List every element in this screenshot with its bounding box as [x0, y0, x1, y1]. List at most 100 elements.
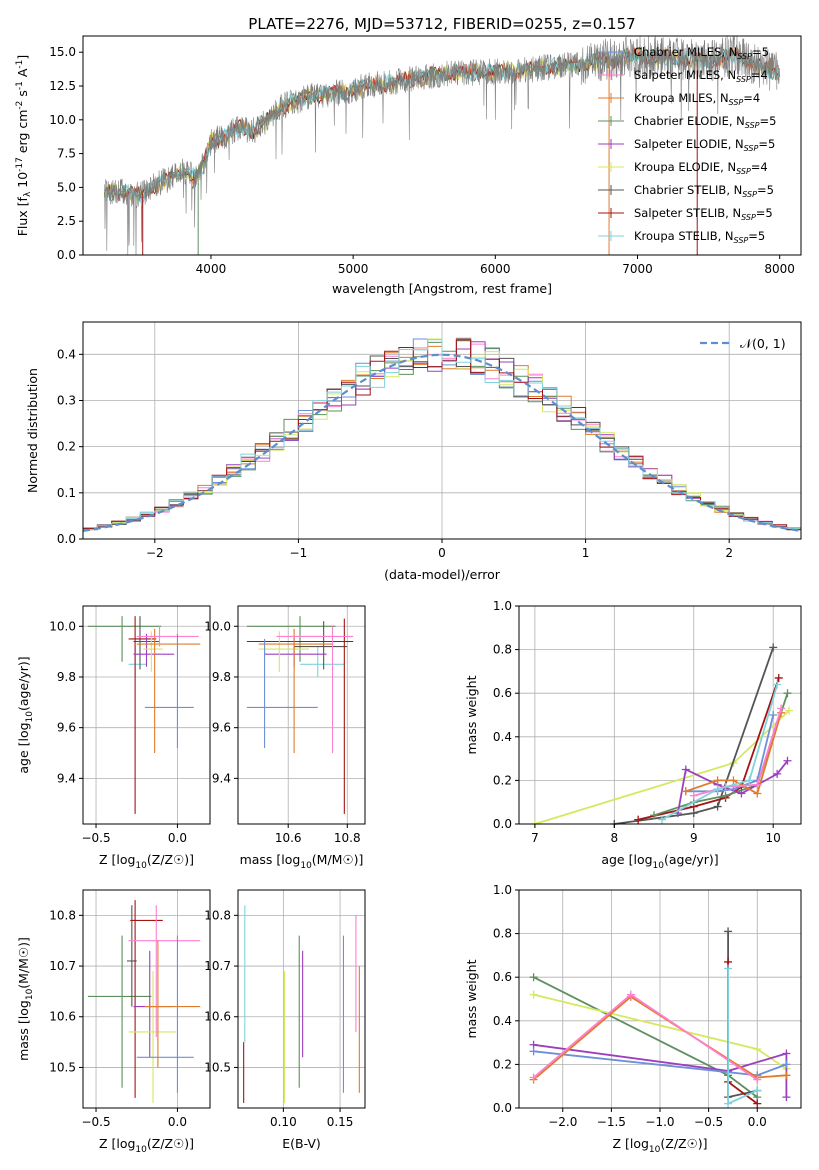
- x-tick-label: 10.6: [275, 831, 302, 845]
- observed-spectrum: [104, 36, 780, 255]
- errorbar-salpeter_miles: [128, 905, 201, 1038]
- series-marker: [782, 1049, 791, 1058]
- y-tick-label: 0.6: [493, 686, 512, 700]
- y-tick-label: 5.0: [57, 180, 76, 194]
- errorbar-salpeter_stelib: [128, 616, 157, 814]
- y-axis-label: mass [log10(M/M☉)]: [16, 937, 35, 1061]
- series-line: [533, 976, 758, 1098]
- errorbar-chabrier_elodie: [87, 616, 162, 662]
- y-tick-label: 7.5: [57, 147, 76, 161]
- y-tick-label: 0.8: [493, 643, 512, 657]
- series-marker: [657, 815, 666, 824]
- series-marker: [529, 973, 538, 982]
- x-tick-label: 0.0: [168, 831, 187, 845]
- errorbar-chabrier_stelib: [294, 621, 348, 670]
- legend-label-salpeter_stelib: Salpeter STELIB, NSSP=5: [634, 206, 773, 222]
- y-tick-label: 0.0: [57, 532, 76, 546]
- series-marker: [785, 706, 794, 715]
- series-kroupa_stelib: [724, 964, 762, 1108]
- series-marker: [713, 802, 722, 811]
- x-tick-label: 6000: [480, 262, 511, 276]
- y-tick-label: 0.2: [493, 773, 512, 787]
- y-tick-label: 1.0: [493, 599, 512, 613]
- x-tick-label: 5000: [338, 262, 369, 276]
- y-tick-label: 1.0: [493, 883, 512, 897]
- spectrum-lines: [103, 36, 780, 255]
- legend-label-salpeter_elodie: Salpeter ELODIE, NSSP=5: [634, 137, 775, 153]
- axes-frame: [237, 605, 366, 825]
- y-tick-label: 0.4: [493, 1014, 512, 1028]
- x-tick-label: 8: [611, 831, 619, 845]
- series-line: [533, 993, 758, 1081]
- series-marker: [681, 765, 690, 774]
- weight-vs-Z-panel: −2.0 −1.5 −1.0 −0.5 0.0 0.0 0.2 0.4 0.6 0.8 1.0 Z […: [464, 883, 802, 1155]
- series-line: [534, 709, 790, 825]
- age-vs-Z-errorbars: [87, 616, 201, 814]
- legend-label-normal: 𝒩(0, 1): [740, 336, 786, 351]
- x-axis-label: Z [log10(Z/Z☉)]: [99, 1136, 194, 1155]
- legend-label-chabrier_stelib: Chabrier STELIB, NSSP=5: [634, 183, 774, 199]
- y-tick-label: 0.8: [493, 927, 512, 941]
- x-tick-label: −2: [146, 546, 164, 560]
- age-vs-mass-errorbars: [246, 616, 354, 814]
- x-tick-label: −1.5: [597, 1115, 626, 1129]
- series-marker: [783, 689, 792, 698]
- y-tick-label: 9.4: [57, 771, 76, 785]
- series-marker: [713, 785, 722, 794]
- y-axis-label: mass weight: [464, 675, 479, 754]
- x-tick-label: −0.5: [694, 1115, 723, 1129]
- series-marker: [782, 1060, 791, 1069]
- x-tick-label: 1: [582, 546, 590, 560]
- x-tick-label: 0.15: [327, 1115, 354, 1129]
- errorbar-kroupa_elodie: [143, 631, 163, 672]
- errorbar-salpeter_miles: [136, 626, 199, 647]
- x-axis-label: Z [log10(Z/Z☉)]: [99, 852, 194, 871]
- x-tick-label: 10.8: [334, 831, 361, 845]
- legend-label-kroupa_stelib: Kroupa STELIB, NSSP=5: [634, 229, 765, 245]
- series-marker: [650, 811, 659, 820]
- y-tick-label: 9.8: [57, 670, 76, 684]
- y-tick-label: 10.7: [49, 959, 76, 973]
- x-tick-label: 2: [725, 546, 733, 560]
- x-tick-label: 4000: [196, 262, 227, 276]
- y-tick-label: 0.6: [493, 970, 512, 984]
- mass-vs-Z-panel: −0.5 0.0 10.5 10.6 10.7 10.8 Z [log10(Z/Z☉)] ma…: [16, 889, 211, 1155]
- errorbar-chabrier_miles: [136, 935, 194, 1093]
- series-line: [693, 708, 782, 797]
- errorbar-kroupa_elodie: [258, 631, 309, 672]
- x-axis-label: E(B-V): [282, 1136, 321, 1151]
- axes-frame: [518, 889, 802, 1109]
- axes-frame: [82, 605, 211, 825]
- errorbar-salpeter_miles: [276, 626, 354, 754]
- axes-frame: [82, 321, 802, 540]
- x-tick-label: 0.10: [270, 1115, 297, 1129]
- series-marker: [529, 990, 538, 999]
- series-marker: [753, 780, 762, 789]
- series-marker: [773, 769, 782, 778]
- weight-vs-age-lines: [530, 643, 794, 828]
- series-kroupa_stelib: [657, 680, 782, 824]
- series-marker: [529, 1047, 538, 1056]
- series-marker: [729, 776, 738, 785]
- series-marker: [774, 673, 783, 682]
- series-marker: [529, 1073, 538, 1082]
- series-marker: [753, 1086, 762, 1095]
- errorbar-salpeter_stelib: [130, 900, 163, 1098]
- series-marker: [753, 789, 762, 798]
- series-marker: [777, 704, 786, 713]
- x-tick-label: −0.5: [81, 831, 110, 845]
- y-tick-label: 0.2: [57, 440, 76, 454]
- residuals-panel: −2 −1 0 1 2 0.0 0.1 0.2 0.3 0.4 (data-model)/error…: [25, 321, 802, 582]
- series-salpeter_miles: [529, 990, 762, 1084]
- y-tick-label: 10.5: [49, 1060, 76, 1074]
- x-tick-label: 7000: [622, 262, 653, 276]
- y-tick-label: 10.7: [204, 959, 231, 973]
- mass-vs-EBV-errorbars: [243, 905, 360, 1103]
- errorbar-salpeter_elodie: [133, 633, 175, 667]
- series-marker: [713, 776, 722, 785]
- y-tick-label: 2.5: [57, 214, 76, 228]
- y-axis-label: mass weight: [464, 959, 479, 1038]
- errorbar-kroupa_elodie: [128, 971, 176, 1103]
- series-marker: [724, 964, 733, 973]
- y-tick-label: 0.0: [493, 1101, 512, 1115]
